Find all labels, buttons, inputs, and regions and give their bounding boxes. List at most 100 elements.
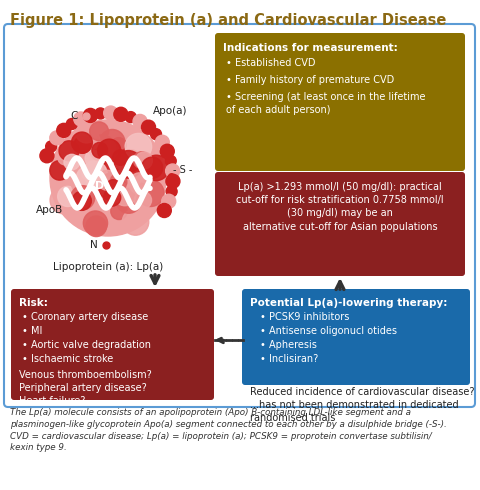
Text: • Antisense oligonucl otides: • Antisense oligonucl otides bbox=[260, 326, 397, 336]
Text: • Family history of premature CVD: • Family history of premature CVD bbox=[226, 75, 394, 85]
FancyBboxPatch shape bbox=[242, 289, 470, 385]
Circle shape bbox=[137, 180, 164, 206]
Circle shape bbox=[100, 129, 125, 155]
Circle shape bbox=[110, 173, 127, 191]
Circle shape bbox=[142, 120, 156, 134]
Circle shape bbox=[98, 173, 126, 200]
Circle shape bbox=[166, 186, 177, 197]
Circle shape bbox=[92, 143, 108, 158]
Circle shape bbox=[50, 120, 166, 236]
Circle shape bbox=[59, 141, 79, 161]
Text: • Screening (at least once in the lifetime
of each adult person): • Screening (at least once in the lifeti… bbox=[226, 92, 425, 115]
Circle shape bbox=[75, 121, 98, 143]
FancyBboxPatch shape bbox=[215, 172, 465, 276]
Circle shape bbox=[125, 133, 152, 160]
Circle shape bbox=[104, 189, 121, 206]
Text: Risk:: Risk: bbox=[19, 298, 48, 308]
Text: Indications for measurement:: Indications for measurement: bbox=[223, 43, 398, 53]
Text: • Apheresis: • Apheresis bbox=[260, 340, 317, 350]
Text: Apo(a): Apo(a) bbox=[153, 106, 188, 116]
Circle shape bbox=[58, 149, 74, 165]
Circle shape bbox=[97, 171, 118, 190]
Circle shape bbox=[66, 119, 77, 129]
Circle shape bbox=[85, 150, 101, 167]
Text: Venous thromboembolism?
Peripheral artery disease?
Heart failure?: Venous thromboembolism? Peripheral arter… bbox=[19, 370, 152, 406]
Text: Lipoprotein (a): Lp(a): Lipoprotein (a): Lp(a) bbox=[53, 262, 163, 272]
Text: ApoB: ApoB bbox=[36, 205, 63, 215]
Circle shape bbox=[46, 141, 57, 152]
Circle shape bbox=[114, 107, 128, 122]
Text: • MI: • MI bbox=[22, 326, 42, 336]
Circle shape bbox=[95, 108, 106, 119]
Circle shape bbox=[111, 138, 126, 152]
Circle shape bbox=[64, 154, 80, 170]
Circle shape bbox=[57, 123, 71, 137]
Circle shape bbox=[166, 164, 180, 178]
Circle shape bbox=[162, 194, 176, 208]
Circle shape bbox=[71, 186, 95, 210]
Circle shape bbox=[144, 155, 169, 181]
Circle shape bbox=[74, 112, 88, 126]
Circle shape bbox=[125, 112, 136, 122]
Circle shape bbox=[157, 203, 171, 218]
FancyBboxPatch shape bbox=[11, 289, 214, 400]
Circle shape bbox=[135, 152, 152, 169]
Circle shape bbox=[110, 165, 125, 180]
Circle shape bbox=[111, 203, 127, 220]
Circle shape bbox=[122, 209, 149, 235]
Text: Lp(a) >1.293 mmol/l (50 mg/dl): practical
cut-off for risk stratification 0.7758: Lp(a) >1.293 mmol/l (50 mg/dl): practica… bbox=[236, 182, 444, 232]
Circle shape bbox=[84, 211, 108, 235]
Circle shape bbox=[139, 168, 155, 183]
Text: The Lp(a) molecule consists of an apolipoprotein (Apo) B-containing LDL-like seg: The Lp(a) molecule consists of an apolip… bbox=[10, 408, 447, 452]
FancyBboxPatch shape bbox=[215, 33, 465, 171]
Text: • Aortic valve degradation: • Aortic valve degradation bbox=[22, 340, 151, 350]
Text: • Established CVD: • Established CVD bbox=[226, 58, 315, 68]
Circle shape bbox=[67, 137, 85, 155]
Circle shape bbox=[114, 183, 136, 206]
Circle shape bbox=[133, 115, 147, 128]
Circle shape bbox=[72, 132, 92, 153]
Text: C: C bbox=[71, 111, 78, 121]
Text: • Ischaemic stroke: • Ischaemic stroke bbox=[22, 354, 113, 364]
Circle shape bbox=[129, 173, 150, 194]
Text: Figure 1: Lipoprotein (a) and Cardiovascular Disease: Figure 1: Lipoprotein (a) and Cardiovasc… bbox=[10, 13, 446, 28]
Circle shape bbox=[76, 166, 103, 192]
Circle shape bbox=[116, 189, 141, 213]
Text: N: N bbox=[90, 240, 98, 250]
Circle shape bbox=[166, 174, 180, 188]
Text: LDL: LDL bbox=[88, 181, 112, 191]
Circle shape bbox=[113, 154, 128, 169]
Text: • PCSK9 inhibitors: • PCSK9 inhibitors bbox=[260, 312, 349, 322]
Circle shape bbox=[50, 187, 77, 214]
Circle shape bbox=[103, 161, 118, 175]
Circle shape bbox=[132, 176, 156, 200]
Text: Reduced incidence of cardiovascular disease?
...has not been demonstrated in ded: Reduced incidence of cardiovascular dise… bbox=[250, 387, 475, 422]
Circle shape bbox=[50, 161, 69, 180]
Text: • Coronary artery disease: • Coronary artery disease bbox=[22, 312, 148, 322]
Circle shape bbox=[106, 180, 121, 195]
Circle shape bbox=[142, 157, 163, 178]
Text: Potential Lp(a)-lowering therapy:: Potential Lp(a)-lowering therapy: bbox=[250, 298, 447, 308]
Circle shape bbox=[86, 216, 107, 237]
Circle shape bbox=[134, 192, 152, 209]
Circle shape bbox=[82, 161, 107, 186]
Text: - S -: - S - bbox=[173, 165, 192, 175]
Circle shape bbox=[58, 186, 78, 206]
Circle shape bbox=[72, 191, 91, 210]
Circle shape bbox=[53, 151, 72, 170]
Circle shape bbox=[120, 149, 142, 171]
Circle shape bbox=[113, 150, 128, 165]
Circle shape bbox=[50, 131, 64, 145]
Circle shape bbox=[115, 150, 142, 178]
Circle shape bbox=[89, 135, 115, 161]
FancyBboxPatch shape bbox=[4, 24, 475, 407]
Circle shape bbox=[90, 122, 108, 141]
Circle shape bbox=[133, 152, 150, 169]
Circle shape bbox=[74, 136, 91, 153]
Circle shape bbox=[151, 129, 161, 140]
Circle shape bbox=[98, 139, 121, 162]
Circle shape bbox=[81, 131, 100, 150]
Text: • Inclisiran?: • Inclisiran? bbox=[260, 354, 318, 364]
Circle shape bbox=[75, 185, 93, 203]
Circle shape bbox=[40, 149, 54, 163]
